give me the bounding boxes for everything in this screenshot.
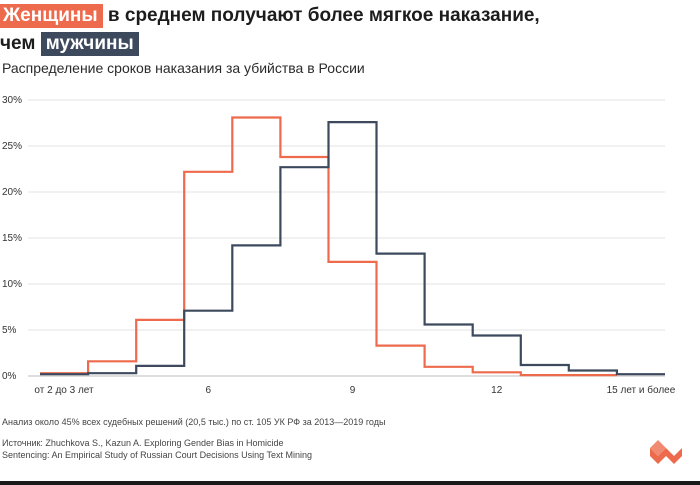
x-tick-label: 12 xyxy=(491,385,503,396)
y-tick-label: 15% xyxy=(2,233,22,244)
y-tick-label: 25% xyxy=(2,141,22,152)
method-note: Анализ около 45% всех судебных решений (… xyxy=(2,417,386,427)
y-tick-label: 20% xyxy=(2,187,22,198)
y-tick-label: 5% xyxy=(2,325,17,336)
source-line-1: Источник: Zhuchkova S., Kazun A. Explori… xyxy=(2,438,284,448)
women-highlight: Женщины xyxy=(0,4,103,28)
x-tick-label: 6 xyxy=(205,385,211,396)
y-tick-label: 10% xyxy=(2,279,22,290)
axis-labels: 0% 5% 10% 15% 20% 25% 30% от 2 до 3 лет 6 9 12 15 л… xyxy=(2,95,676,396)
title-line-2: чем мужчины xyxy=(0,30,700,58)
x-tick-label: 15 лет и более xyxy=(607,384,676,396)
series-lines xyxy=(40,116,665,377)
title-part-2: чем xyxy=(0,33,41,54)
x-tick-label: 9 xyxy=(350,385,356,396)
men-highlight: мужчины xyxy=(40,32,139,56)
histogram-chart: 0% 5% 10% 15% 20% 25% 30% от 2 до 3 лет 6 9 12 15 л… xyxy=(2,95,676,396)
source-line-2: Sentencing: An Empirical Study of Russia… xyxy=(2,450,312,460)
source-note: Источник: Zhuchkova S., Kazun A. Explori… xyxy=(2,437,312,461)
x-tick-label: от 2 до 3 лет xyxy=(34,385,94,396)
title-part-1: в среднем получают более мягкое наказани… xyxy=(102,5,540,26)
title-line-1: Женщины в среднем получают более мягкое … xyxy=(0,2,700,30)
chart-subtitle: Распределение сроков наказания за убийст… xyxy=(2,60,365,76)
y-tick-label: 0% xyxy=(2,371,17,382)
series-line-men xyxy=(40,121,665,376)
chart-title: Женщины в среднем получают более мягкое … xyxy=(0,2,700,58)
y-tick-label: 30% xyxy=(2,95,22,106)
grid-lines xyxy=(28,99,665,377)
brand-logo-icon xyxy=(650,440,682,464)
bottom-bar xyxy=(0,481,700,485)
